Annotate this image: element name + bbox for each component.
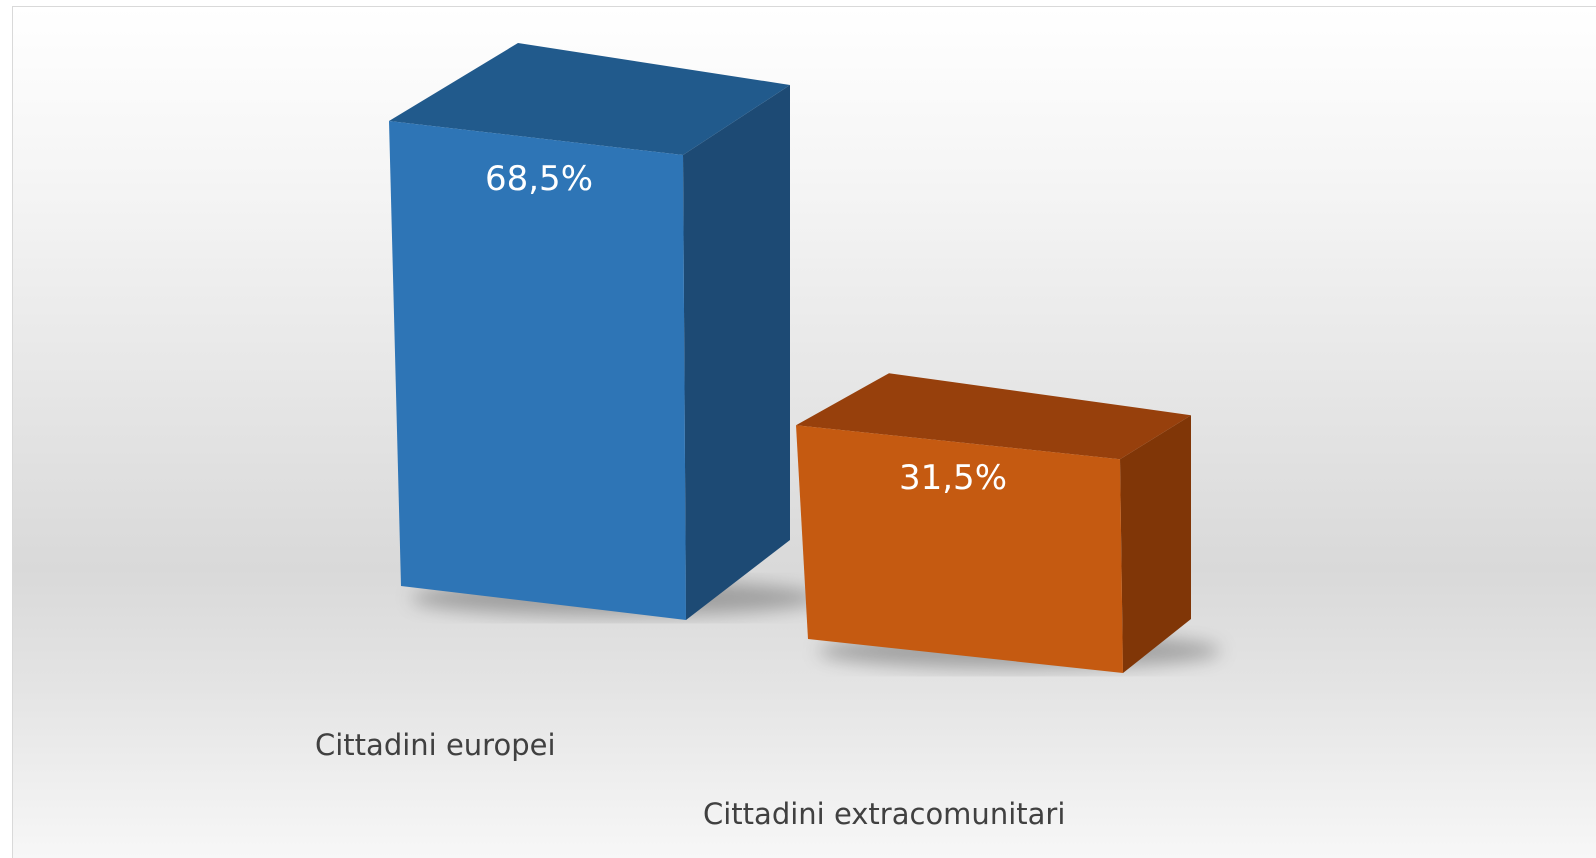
bar-chart: 68,5% Cittadini europei 31,5% Cittadini ext… bbox=[315, 43, 1221, 831]
bar-1 bbox=[796, 373, 1191, 673]
bar-front-face-1 bbox=[796, 425, 1123, 673]
data-label-0: 68,5% bbox=[485, 159, 593, 199]
category-label-1: Cittadini extracomunitari bbox=[703, 797, 1065, 831]
bar-top-face-1 bbox=[796, 373, 1191, 460]
chart-area: 68,5% Cittadini europei 31,5% Cittadini ext… bbox=[12, 6, 1596, 858]
bar-side-face-0 bbox=[683, 85, 790, 620]
bar-top-face-0 bbox=[389, 43, 790, 155]
bar-side-face-1 bbox=[1120, 415, 1191, 673]
category-label-0: Cittadini europei bbox=[315, 728, 556, 762]
bar-front-face-0 bbox=[389, 121, 686, 620]
bar-0 bbox=[389, 43, 790, 620]
data-label-1: 31,5% bbox=[899, 458, 1007, 498]
